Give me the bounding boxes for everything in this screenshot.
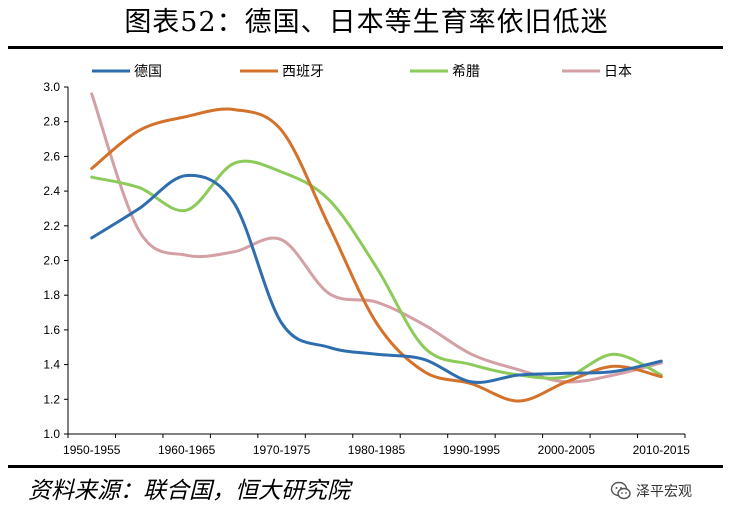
legend-label: 德国 — [134, 64, 162, 80]
y-tick-label: 1.8 — [43, 288, 60, 302]
legend-label: 希腊 — [452, 64, 480, 80]
x-tick-label: 2000-2005 — [538, 443, 596, 457]
wechat-icon — [610, 481, 631, 500]
x-tick-label: 1970-1975 — [253, 443, 311, 457]
axes: 1.0 1.2 1.4 1.6 1.8 2.0 2.2 2.4 2.6 2.8 3.0 1950-19… — [43, 80, 690, 457]
y-tick-label: 2.4 — [43, 184, 60, 198]
bottom-rule — [8, 465, 723, 468]
source-note: 资料来源：联合国，恒大研究院 — [28, 478, 350, 504]
series-lines — [90, 92, 663, 403]
y-tick-label: 2.2 — [43, 219, 60, 233]
x-tick-label: 1980-1985 — [348, 443, 406, 457]
top-rule — [8, 46, 723, 49]
y-tick-label: 1.2 — [43, 392, 60, 406]
series-line-2 — [90, 159, 663, 380]
y-tick-label: 1.6 — [43, 323, 60, 337]
y-tick-label: 2.8 — [43, 115, 60, 129]
watermark: 泽平宏观 — [610, 478, 692, 504]
y-tick-label: 3.0 — [43, 80, 60, 94]
legend-label: 日本 — [604, 64, 632, 80]
legend-item: 西班牙 — [240, 64, 324, 80]
x-tick-label: 1990-1995 — [443, 443, 501, 457]
y-tick-label: 2.6 — [43, 149, 60, 163]
y-tick-label: 1.0 — [43, 427, 60, 441]
legend-item: 德国 — [92, 64, 162, 80]
line-chart: 1.0 1.2 1.4 1.6 1.8 2.0 2.2 2.4 2.6 2.8 3.0 1950-19… — [43, 64, 690, 457]
legend-item: 希腊 — [410, 64, 480, 80]
series-line-0 — [90, 173, 663, 384]
legend-label: 西班牙 — [282, 64, 324, 80]
watermark-text: 泽平宏观 — [636, 484, 692, 500]
series-line-1 — [90, 107, 663, 403]
x-tick-label: 1950-1955 — [63, 443, 121, 457]
series-line-3 — [90, 92, 663, 384]
legend: 德国 西班牙 希腊 日本 — [92, 64, 632, 80]
chart-title: 图表52：德国、日本等生育率依旧低迷 — [124, 7, 609, 38]
x-tick-label: 2010-2015 — [633, 443, 691, 457]
y-tick-label: 1.4 — [43, 358, 60, 372]
legend-item: 日本 — [562, 64, 632, 80]
x-tick-label: 1960-1965 — [158, 443, 216, 457]
y-tick-label: 2.0 — [43, 254, 60, 268]
